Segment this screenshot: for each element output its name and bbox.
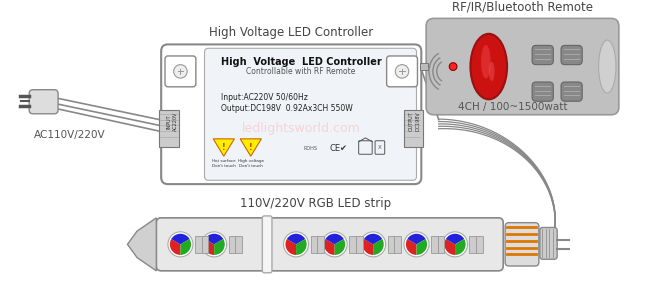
Wedge shape [334,239,345,255]
FancyBboxPatch shape [29,90,58,114]
Text: X: X [378,145,382,150]
Bar [195,236,202,253]
Circle shape [443,232,468,257]
Polygon shape [240,139,261,156]
Wedge shape [287,234,305,244]
FancyBboxPatch shape [426,18,619,115]
Text: OUTPUT: OUTPUT [409,112,414,131]
Circle shape [168,232,193,257]
Wedge shape [203,239,214,255]
Circle shape [361,232,386,257]
Circle shape [284,232,308,257]
FancyBboxPatch shape [561,45,582,65]
FancyBboxPatch shape [540,227,557,259]
Bar [356,236,362,253]
Text: RF/IR/Bluetooth Remote: RF/IR/Bluetooth Remote [452,1,593,13]
Bar [470,236,476,253]
Wedge shape [408,234,426,244]
Text: ✔: ✔ [340,144,347,153]
Circle shape [449,63,457,70]
FancyBboxPatch shape [165,56,196,87]
Wedge shape [205,234,224,244]
Text: INPUT: INPUT [167,114,171,129]
FancyBboxPatch shape [156,218,503,271]
Text: High Voltage LED Controller: High Voltage LED Controller [209,25,373,39]
Ellipse shape [489,62,494,81]
Wedge shape [406,239,417,255]
Wedge shape [445,239,455,255]
Wedge shape [362,239,373,255]
Text: ledlightsworld.com: ledlightsworld.com [242,122,360,135]
Bar [229,236,235,253]
Wedge shape [286,239,296,255]
Ellipse shape [599,40,616,93]
Wedge shape [296,239,307,255]
Bar [202,236,209,253]
Circle shape [174,65,187,78]
Wedge shape [180,239,191,255]
Text: High  Voltage  LED Controller: High Voltage LED Controller [220,57,381,67]
Ellipse shape [470,34,507,99]
FancyBboxPatch shape [532,45,553,65]
FancyBboxPatch shape [387,56,417,87]
Text: Input:AC220V 50/60Hz: Input:AC220V 50/60Hz [221,93,308,102]
FancyBboxPatch shape [262,216,272,273]
Bar [318,236,324,253]
Wedge shape [325,234,344,244]
Text: 110V/220V RGB LED strip: 110V/220V RGB LED strip [240,197,391,210]
Text: DC198V: DC198V [416,112,421,131]
Text: Controllable with RF Remote: Controllable with RF Remote [246,67,356,76]
Wedge shape [417,239,427,255]
Bar [349,236,356,253]
FancyBboxPatch shape [161,45,421,184]
FancyBboxPatch shape [561,82,582,101]
Bar [395,236,401,253]
Bar [476,236,483,253]
Circle shape [404,232,429,257]
Wedge shape [455,239,466,255]
Bar [437,236,445,253]
Wedge shape [214,239,225,255]
FancyBboxPatch shape [205,48,417,180]
Text: Output:DC198V  0.92Ax3CH 550W: Output:DC198V 0.92Ax3CH 550W [221,103,353,113]
Wedge shape [324,239,334,255]
Bar [404,110,423,146]
Text: ROHS: ROHS [303,146,318,151]
Wedge shape [170,239,180,255]
Text: !: ! [249,143,253,152]
Polygon shape [128,218,156,271]
Text: !: ! [222,143,226,152]
Text: Hot surface
Don't touch: Hot surface Don't touch [212,159,236,168]
FancyBboxPatch shape [532,82,553,101]
Wedge shape [171,234,190,244]
FancyBboxPatch shape [505,223,539,266]
Ellipse shape [481,45,491,79]
Text: CE: CE [330,144,341,153]
Text: AC110V/220V: AC110V/220V [34,130,106,140]
Text: 4CH / 100~1500watt: 4CH / 100~1500watt [458,102,568,112]
Circle shape [202,232,227,257]
Bar [159,110,178,146]
Circle shape [322,232,347,257]
Wedge shape [364,234,382,244]
Text: AC220V: AC220V [173,112,178,131]
Circle shape [395,65,409,78]
Bar [310,236,318,253]
Bar [388,236,395,253]
Bar [421,63,428,70]
Polygon shape [213,139,235,156]
Wedge shape [446,234,464,244]
Text: High voltage
Don't touch: High voltage Don't touch [238,159,264,168]
Bar [431,236,437,253]
Wedge shape [373,239,384,255]
Bar [235,236,242,253]
